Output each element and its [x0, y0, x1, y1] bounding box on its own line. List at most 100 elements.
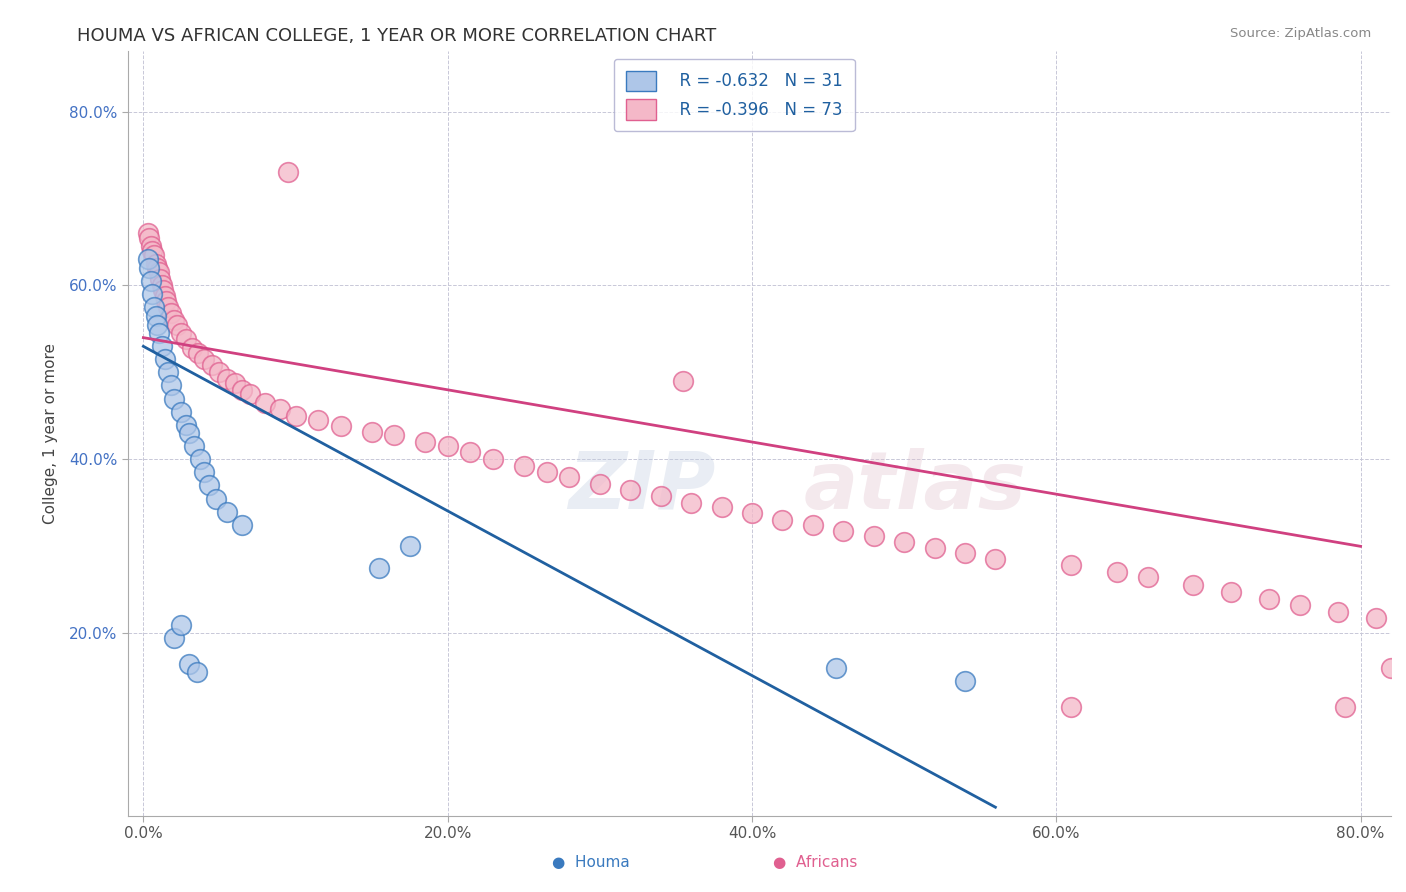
Point [155, 294, 177, 309]
Point [136, 252, 159, 267]
Point [205, 491, 228, 506]
Point [186, 665, 208, 680]
Point [208, 366, 231, 380]
Point [398, 539, 420, 553]
Point [138, 261, 160, 276]
Point [284, 409, 307, 423]
Point [513, 459, 536, 474]
Point [801, 517, 824, 532]
Point [893, 535, 915, 549]
Point [330, 419, 353, 434]
Point [1182, 578, 1205, 592]
Point [188, 452, 211, 467]
Point [368, 561, 391, 575]
Point [170, 404, 193, 418]
Point [170, 617, 193, 632]
Point [163, 313, 186, 327]
Point [136, 227, 159, 241]
Point [141, 287, 163, 301]
Point [148, 265, 170, 279]
Point [193, 466, 215, 480]
Point [360, 425, 382, 439]
Point [672, 374, 695, 388]
Y-axis label: College, 1 year or more: College, 1 year or more [44, 343, 58, 524]
Point [141, 244, 163, 258]
Point [145, 309, 167, 323]
Point [277, 165, 299, 179]
Point [269, 401, 291, 416]
Point [1060, 558, 1083, 573]
Point [197, 478, 219, 492]
Text: Source: ZipAtlas.com: Source: ZipAtlas.com [1230, 27, 1371, 40]
Point [143, 300, 166, 314]
Text: ●  Houma: ● Houma [551, 855, 630, 870]
Point [201, 359, 224, 373]
Point [254, 396, 277, 410]
Point [177, 657, 200, 671]
Point [239, 387, 262, 401]
Point [174, 332, 197, 346]
Point [215, 504, 238, 518]
Point [536, 466, 558, 480]
Point [156, 366, 179, 380]
Point [436, 439, 458, 453]
Point [482, 452, 505, 467]
Point [231, 517, 253, 532]
Point [862, 529, 884, 543]
Point [159, 306, 181, 320]
Point [953, 674, 976, 689]
Point [1365, 610, 1388, 624]
Point [143, 248, 166, 262]
Text: atlas: atlas [804, 448, 1026, 526]
Point [558, 469, 581, 483]
Point [1379, 661, 1402, 675]
Point [193, 352, 215, 367]
Point [1326, 605, 1348, 619]
Point [741, 506, 763, 520]
Point [163, 631, 186, 645]
Point [146, 261, 169, 276]
Point [139, 239, 162, 253]
Point [1258, 591, 1281, 606]
Point [413, 435, 436, 450]
Point [170, 326, 193, 341]
Legend:   R = -0.632   N = 31,   R = -0.396   N = 73: R = -0.632 N = 31, R = -0.396 N = 73 [614, 59, 855, 131]
Text: ZIP: ZIP [568, 448, 716, 526]
Point [1107, 566, 1129, 580]
Point [138, 230, 160, 244]
Point [770, 513, 793, 527]
Point [681, 496, 703, 510]
Point [139, 274, 162, 288]
Point [1220, 584, 1243, 599]
Point [183, 439, 205, 453]
Point [152, 283, 174, 297]
Point [215, 372, 238, 386]
Point [150, 339, 173, 353]
Point [224, 376, 246, 390]
Point [159, 378, 181, 392]
Point [149, 271, 172, 285]
Point [146, 318, 169, 332]
Point [174, 417, 197, 432]
Text: HOUMA VS AFRICAN COLLEGE, 1 YEAR OR MORE CORRELATION CHART: HOUMA VS AFRICAN COLLEGE, 1 YEAR OR MORE… [77, 27, 717, 45]
Point [231, 383, 253, 397]
Point [148, 326, 170, 341]
Point [953, 546, 976, 560]
Point [153, 352, 176, 367]
Point [710, 500, 733, 515]
Point [832, 524, 855, 538]
Point [166, 318, 188, 332]
Point [984, 552, 1007, 566]
Point [1288, 599, 1310, 613]
Point [153, 289, 176, 303]
Point [460, 445, 482, 459]
Point [824, 661, 846, 675]
Point [150, 278, 173, 293]
Point [1334, 700, 1357, 714]
Point [187, 346, 209, 360]
Point [307, 413, 329, 427]
Point [145, 257, 167, 271]
Text: ●  Africans: ● Africans [773, 855, 858, 870]
Point [1060, 700, 1083, 714]
Point [924, 541, 946, 555]
